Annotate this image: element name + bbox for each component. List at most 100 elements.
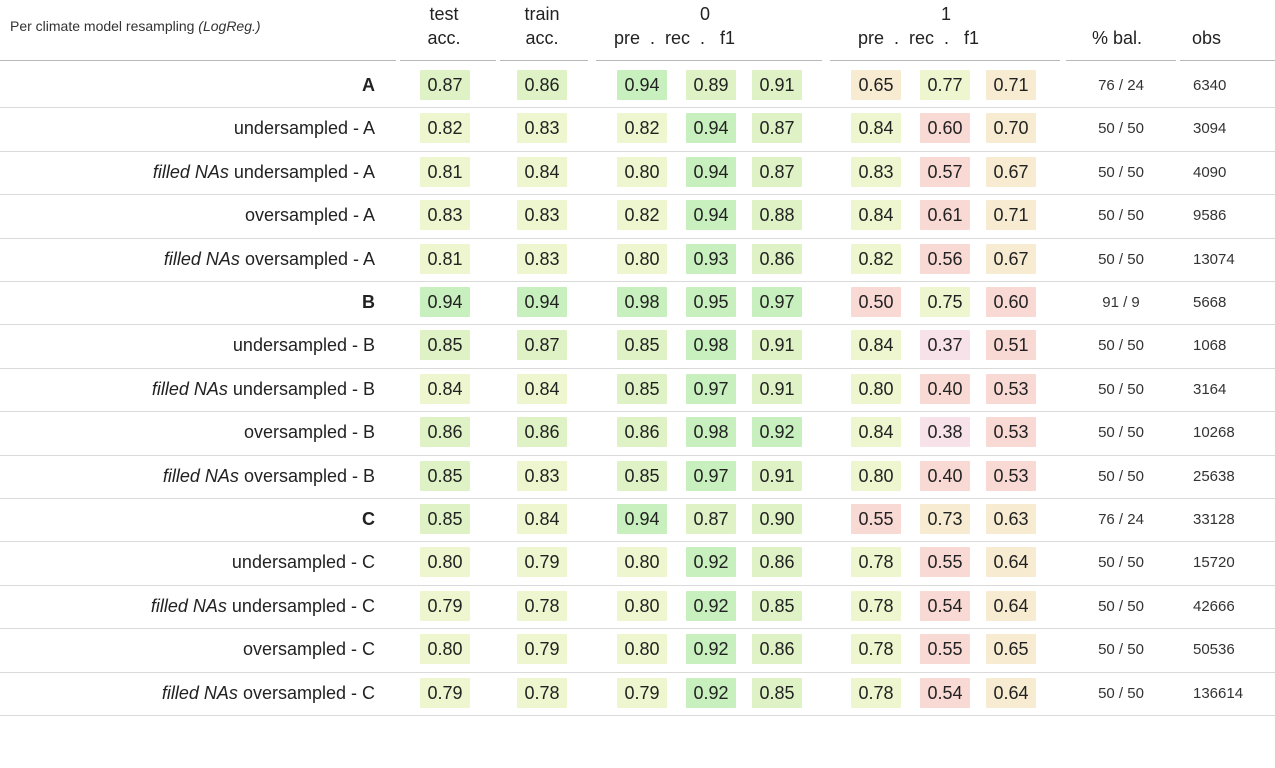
balance-cell: 76 / 24 <box>1098 511 1144 528</box>
metric-cell: 0.91 <box>752 460 802 491</box>
header-balance: % bal. <box>1091 28 1143 48</box>
obs-cell: 13074 <box>1193 250 1235 268</box>
metric-cell: 0.93 <box>686 243 736 274</box>
table-title: Per climate model resampling (LogReg.) <box>10 18 261 34</box>
metric-cell: 0.87 <box>752 156 802 187</box>
metric-cell: 0.78 <box>851 677 901 708</box>
metric-cell: 0.83 <box>517 460 567 491</box>
row-label: undersampled - A <box>234 118 375 139</box>
balance-cell: 50 / 50 <box>1098 120 1144 138</box>
balance-cell: 91 / 9 <box>1102 294 1140 311</box>
metric-cell: 0.87 <box>517 330 567 361</box>
metric-cell: 0.75 <box>920 287 970 317</box>
metric-cell: 0.98 <box>617 287 667 317</box>
metric-cell: 0.85 <box>752 590 802 621</box>
metric-cell: 0.94 <box>517 287 567 317</box>
metric-cell: 0.64 <box>986 547 1036 578</box>
balance-cell: 50 / 50 <box>1098 684 1144 702</box>
metric-cell: 0.84 <box>517 373 567 404</box>
metric-cell: 0.85 <box>617 330 667 361</box>
row-label: filled NAs oversampled - A <box>164 249 375 270</box>
metric-cell: 0.78 <box>851 547 901 578</box>
obs-cell: 15720 <box>1193 554 1235 572</box>
metric-cell: 0.86 <box>752 634 802 665</box>
metric-cell: 0.85 <box>617 373 667 404</box>
header-rule-class1 <box>830 60 1060 61</box>
row-separator <box>0 498 1275 499</box>
metric-cell: 0.79 <box>617 677 667 708</box>
row-label: filled NAs oversampled - B <box>163 466 375 487</box>
balance-cell: 50 / 50 <box>1098 250 1144 268</box>
metric-cell: 0.94 <box>617 70 667 100</box>
header-test-bottom: acc. <box>427 28 461 48</box>
metric-cell: 0.86 <box>517 70 567 100</box>
metric-cell: 0.94 <box>686 200 736 231</box>
metric-cell: 0.94 <box>617 504 667 534</box>
metric-cell: 0.71 <box>986 200 1036 231</box>
metric-cell: 0.80 <box>617 156 667 187</box>
header-rule-test <box>400 60 496 61</box>
header-rule-label <box>0 60 396 61</box>
row-separator <box>0 584 1275 586</box>
metric-cell: 0.61 <box>920 200 970 231</box>
metric-cell: 0.54 <box>920 590 970 621</box>
metric-cell: 0.57 <box>920 156 970 187</box>
metric-cell: 0.79 <box>420 677 470 708</box>
metric-cell: 0.80 <box>617 590 667 621</box>
row-label-text: oversampled - B <box>243 422 375 443</box>
balance-cell: 50 / 50 <box>1098 163 1144 181</box>
metric-cell: 0.80 <box>617 547 667 578</box>
balance-cell: 50 / 50 <box>1098 207 1144 225</box>
row-label-text: oversampled - C <box>242 639 375 660</box>
metric-cell: 0.85 <box>420 460 470 491</box>
obs-cell: 4090 <box>1193 163 1227 181</box>
metric-cell: 0.83 <box>517 243 567 274</box>
metric-cell: 0.84 <box>851 200 901 231</box>
balance-cell: 50 / 50 <box>1098 337 1144 355</box>
metric-cell: 0.79 <box>517 634 567 665</box>
row-label: A <box>362 75 375 96</box>
row-label-prefix: filled NAs <box>151 378 228 399</box>
metric-cell: 0.85 <box>617 460 667 491</box>
header-rule-train <box>500 60 588 61</box>
metric-cell: 0.67 <box>986 156 1036 187</box>
metric-cell: 0.86 <box>752 243 802 274</box>
metric-cell: 0.86 <box>420 417 470 448</box>
obs-cell: 25638 <box>1193 467 1235 485</box>
metric-cell: 0.51 <box>986 330 1036 361</box>
metric-cell: 0.55 <box>920 547 970 578</box>
metric-cell: 0.92 <box>686 677 736 708</box>
metric-cell: 0.92 <box>752 417 802 448</box>
metric-cell: 0.38 <box>920 417 970 448</box>
header-train-top: train <box>524 4 560 24</box>
metric-cell: 0.53 <box>986 460 1036 491</box>
obs-cell: 3094 <box>1193 120 1227 138</box>
row-label: oversampled - A <box>245 205 375 226</box>
row-separator <box>0 107 1275 109</box>
metric-cell: 0.86 <box>752 547 802 578</box>
header-rule-balance <box>1066 60 1176 61</box>
row-label-text: undersampled - A <box>233 118 375 139</box>
metric-cell: 0.56 <box>920 243 970 274</box>
metric-cell: 0.55 <box>920 634 970 665</box>
row-separator <box>0 411 1275 413</box>
metric-cell: 0.94 <box>686 113 736 144</box>
metric-cell: 0.95 <box>686 287 736 317</box>
row-label-text: oversampled - B <box>238 465 375 486</box>
metric-cell: 0.86 <box>517 417 567 448</box>
balance-cell: 50 / 50 <box>1098 597 1144 615</box>
metric-cell: 0.79 <box>517 547 567 578</box>
row-label: filled NAs undersampled - B <box>152 379 375 400</box>
balance-cell: 50 / 50 <box>1098 641 1144 659</box>
metric-cell: 0.71 <box>986 70 1036 100</box>
row-label-text: B <box>362 292 375 312</box>
metric-cell: 0.84 <box>517 156 567 187</box>
obs-cell: 1068 <box>1193 337 1227 355</box>
metric-cell: 0.78 <box>851 634 901 665</box>
metric-cell: 0.77 <box>920 70 970 100</box>
header-class-0: 0 <box>699 4 710 24</box>
title-main: Per climate model resampling <box>10 18 199 34</box>
metric-cell: 0.91 <box>752 330 802 361</box>
metric-cell: 0.82 <box>420 113 470 144</box>
